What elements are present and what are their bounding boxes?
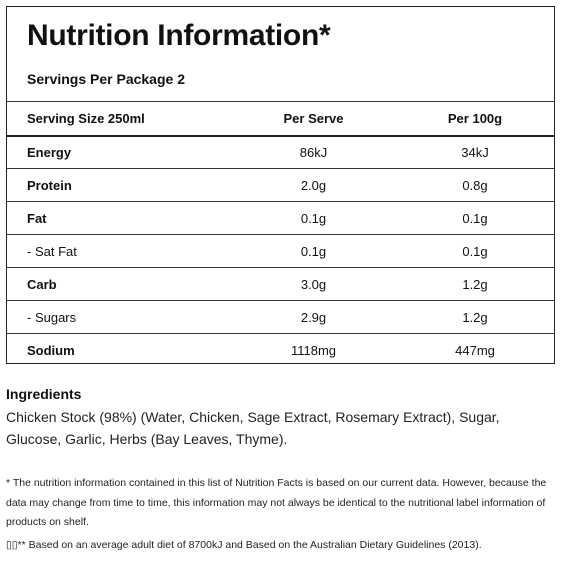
nutrition-panel: Nutrition Information* Servings Per Pack… — [6, 6, 555, 364]
ingredients-text: Chicken Stock (98%) (Water, Chicken, Sag… — [6, 409, 500, 447]
footnote-daily-intake: ▯▯** Based on an average adult diet of 8… — [6, 539, 482, 551]
per-100g-value: 447mg — [455, 342, 495, 358]
table-row: Energy 86kJ 34kJ — [7, 135, 554, 169]
table-row: Fat 0.1g 0.1g — [7, 201, 554, 235]
ingredients-heading: Ingredients — [6, 386, 82, 402]
nutrition-table: Serving Size 250ml Per Serve Per 100g En… — [7, 101, 554, 367]
per-100g-value: 34kJ — [396, 135, 554, 169]
nutrient-name: - Sat Fat — [7, 234, 231, 268]
per-serve-value: 2.9g — [231, 300, 396, 334]
table-row: - Sat Fat 0.1g 0.1g — [7, 234, 554, 268]
per-100g-value: 0.8g — [396, 168, 554, 202]
nutrient-name: Protein — [7, 168, 231, 202]
per-serve-value: 3.0g — [231, 267, 396, 301]
per-100g-value: 1.2g — [396, 267, 554, 301]
nutrient-name: Sodium — [27, 342, 75, 358]
per-100g-value: 0.1g — [396, 201, 554, 235]
nutrient-name: Carb — [7, 267, 231, 301]
panel-title: Nutrition Information* — [27, 19, 331, 52]
nutrient-name: - Sugars — [7, 300, 231, 334]
servings-per-package: Servings Per Package 2 — [27, 71, 185, 87]
table-row: Sodium 1118mg 447mg — [7, 334, 554, 367]
per-serve-value: 1118mg — [290, 342, 337, 358]
per-100g-value: 0.1g — [396, 234, 554, 268]
table-row: - Sugars 2.9g 1.2g — [7, 300, 554, 334]
nutrient-name: Fat — [7, 201, 231, 235]
header-per-serve: Per Serve — [231, 101, 396, 137]
per-serve-value: 0.1g — [231, 234, 396, 268]
per-serve-value: 0.1g — [231, 201, 396, 235]
nutrient-name: Energy — [7, 135, 231, 169]
footnote-data-disclaimer: * The nutrition information contained in… — [6, 477, 547, 528]
table-row: Protein 2.0g 0.8g — [7, 168, 554, 202]
table-row: Carb 3.0g 1.2g — [7, 267, 554, 301]
table-header-row: Serving Size 250ml Per Serve Per 100g — [7, 101, 554, 137]
per-100g-value: 1.2g — [396, 300, 554, 334]
per-serve-value: 2.0g — [231, 168, 396, 202]
header-per-100g: Per 100g — [396, 101, 554, 137]
header-serving-size: Serving Size 250ml — [7, 101, 231, 137]
per-serve-value: 86kJ — [231, 135, 396, 169]
